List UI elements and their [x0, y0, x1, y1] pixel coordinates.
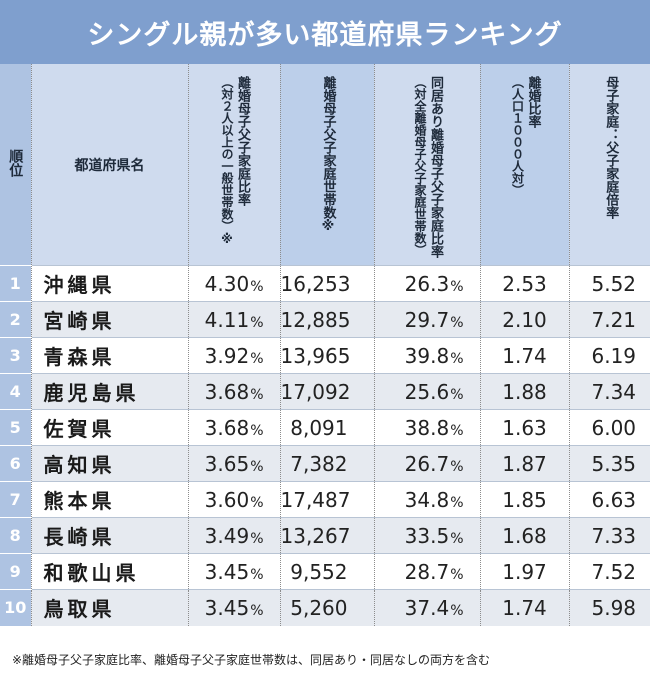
households-cell: 8,091 — [279, 409, 374, 446]
ratio-cell: 3.68% — [187, 409, 280, 446]
multiple-cell: 7.34 — [568, 373, 650, 410]
ratio-cell: 4.11% — [187, 301, 280, 338]
header-col3-main: 同居あり離婚母子父子家庭比率 — [427, 76, 443, 258]
ranking-table: 順位 都道府県名 離婚母子父子家庭比率 （対２人以上の一般世帯数）※ 離婚母子父… — [0, 64, 650, 626]
divorce-rate-cell: 1.85 — [479, 481, 569, 518]
rank-cell: 3 — [0, 337, 31, 374]
header-col4-sub: （人口１０００人対） — [510, 76, 525, 196]
prefecture-cell: 鹿児島県 — [30, 373, 188, 410]
rank-cell: 9 — [0, 553, 31, 590]
prefecture-cell: 和歌山県 — [30, 553, 188, 590]
ratio-cell: 3.45% — [187, 589, 280, 626]
header-row: 順位 都道府県名 離婚母子父子家庭比率 （対２人以上の一般世帯数）※ 離婚母子父… — [0, 64, 650, 266]
table-row: 1 沖縄県 4.30% 16,253 26.3% 2.53 5.52 — [0, 265, 650, 302]
table-row: 2 宮崎県 4.11% 12,885 29.7% 2.10 7.21 — [0, 301, 650, 338]
cohab-cell: 26.7% — [373, 445, 480, 482]
multiple-cell: 6.00 — [568, 409, 650, 446]
households-cell: 7,382 — [279, 445, 374, 482]
divorce-rate-cell: 1.88 — [479, 373, 569, 410]
table-row: 10 鳥取県 3.45% 5,260 37.4% 1.74 5.98 — [0, 589, 650, 626]
multiple-cell: 7.52 — [568, 553, 650, 590]
households-cell: 9,552 — [279, 553, 374, 590]
prefecture-cell: 佐賀県 — [30, 409, 188, 446]
header-cohabiting-ratio: 同居あり離婚母子父子家庭比率 （対全離婚母子父子家庭世帯数） — [373, 64, 480, 266]
divorce-rate-cell: 1.74 — [479, 589, 569, 626]
rank-cell: 2 — [0, 301, 31, 338]
multiple-cell: 6.63 — [568, 481, 650, 518]
ratio-cell: 4.30% — [187, 265, 280, 302]
header-divorce-household-count: 離婚母子父子家庭世帯数※ — [279, 64, 374, 266]
cohab-cell: 34.8% — [373, 481, 480, 518]
prefecture-cell: 長崎県 — [30, 517, 188, 554]
header-rank: 順位 — [0, 64, 31, 266]
multiple-cell: 7.21 — [568, 301, 650, 338]
cohab-cell: 33.5% — [373, 517, 480, 554]
cohab-cell: 29.7% — [373, 301, 480, 338]
households-cell: 16,253 — [279, 265, 374, 302]
cohab-cell: 37.4% — [373, 589, 480, 626]
rank-cell: 6 — [0, 445, 31, 482]
header-col3-sub: （対全離婚母子父子家庭世帯数） — [413, 76, 427, 256]
divorce-rate-cell: 2.10 — [479, 301, 569, 338]
header-divorce-household-ratio: 離婚母子父子家庭比率 （対２人以上の一般世帯数）※ — [187, 64, 280, 266]
prefecture-cell: 青森県 — [30, 337, 188, 374]
table-row: 5 佐賀県 3.68% 8,091 38.8% 1.63 6.00 — [0, 409, 650, 446]
rank-cell: 4 — [0, 373, 31, 410]
ratio-cell: 3.60% — [187, 481, 280, 518]
divorce-rate-cell: 1.74 — [479, 337, 569, 374]
multiple-cell: 5.35 — [568, 445, 650, 482]
divorce-rate-cell: 1.63 — [479, 409, 569, 446]
multiple-cell: 5.52 — [568, 265, 650, 302]
ratio-cell: 3.45% — [187, 553, 280, 590]
rank-cell: 7 — [0, 481, 31, 518]
table-row: 4 鹿児島県 3.68% 17,092 25.6% 1.88 7.34 — [0, 373, 650, 410]
prefecture-cell: 沖縄県 — [30, 265, 188, 302]
header-col4-main: 離婚比率 — [525, 76, 541, 128]
households-cell: 5,260 — [279, 589, 374, 626]
cohab-cell: 25.6% — [373, 373, 480, 410]
prefecture-cell: 高知県 — [30, 445, 188, 482]
multiple-cell: 6.19 — [568, 337, 650, 374]
divorce-rate-cell: 1.68 — [479, 517, 569, 554]
households-cell: 13,965 — [279, 337, 374, 374]
prefecture-cell: 宮崎県 — [30, 301, 188, 338]
ratio-cell: 3.92% — [187, 337, 280, 374]
ratio-cell: 3.49% — [187, 517, 280, 554]
multiple-cell: 7.33 — [568, 517, 650, 554]
table-row: 9 和歌山県 3.45% 9,552 28.7% 1.97 7.52 — [0, 553, 650, 590]
divorce-rate-cell: 1.97 — [479, 553, 569, 590]
table-row: 6 高知県 3.65% 7,382 26.7% 1.87 5.35 — [0, 445, 650, 482]
table-row: 7 熊本県 3.60% 17,487 34.8% 1.85 6.63 — [0, 481, 650, 518]
ratio-cell: 3.68% — [187, 373, 280, 410]
cohab-cell: 26.3% — [373, 265, 480, 302]
rank-cell: 10 — [0, 589, 31, 626]
rank-cell: 8 — [0, 517, 31, 554]
households-cell: 17,487 — [279, 481, 374, 518]
header-col1-sub: （対２人以上の一般世帯数）※ — [220, 76, 234, 246]
header-col1-main: 離婚母子父子家庭比率 — [234, 76, 250, 206]
rank-cell: 1 — [0, 265, 31, 302]
header-mother-father-multiple: 母子家庭：父子家庭倍率 — [568, 64, 650, 266]
ratio-cell: 3.65% — [187, 445, 280, 482]
cohab-cell: 38.8% — [373, 409, 480, 446]
cohab-cell: 28.7% — [373, 553, 480, 590]
title-bar: シングル親が多い都道府県ランキング — [0, 0, 650, 64]
divorce-rate-cell: 2.53 — [479, 265, 569, 302]
cohab-cell: 39.8% — [373, 337, 480, 374]
rank-cell: 5 — [0, 409, 31, 446]
table-row: 8 長崎県 3.49% 13,267 33.5% 1.68 7.33 — [0, 517, 650, 554]
prefecture-cell: 熊本県 — [30, 481, 188, 518]
prefecture-cell: 鳥取県 — [30, 589, 188, 626]
table-row: 3 青森県 3.92% 13,965 39.8% 1.74 6.19 — [0, 337, 650, 374]
header-divorce-rate: 離婚比率 （人口１０００人対） — [479, 64, 569, 266]
page-title: シングル親が多い都道府県ランキング — [87, 19, 563, 51]
households-cell: 17,092 — [279, 373, 374, 410]
households-cell: 13,267 — [279, 517, 374, 554]
header-prefecture: 都道府県名 — [30, 64, 188, 266]
households-cell: 12,885 — [279, 301, 374, 338]
divorce-rate-cell: 1.87 — [479, 445, 569, 482]
footnote: ※離婚母子父子家庭比率、離婚母子父子家庭世帯数は、同居あり・同居なしの両方を含む — [12, 653, 491, 667]
multiple-cell: 5.98 — [568, 589, 650, 626]
